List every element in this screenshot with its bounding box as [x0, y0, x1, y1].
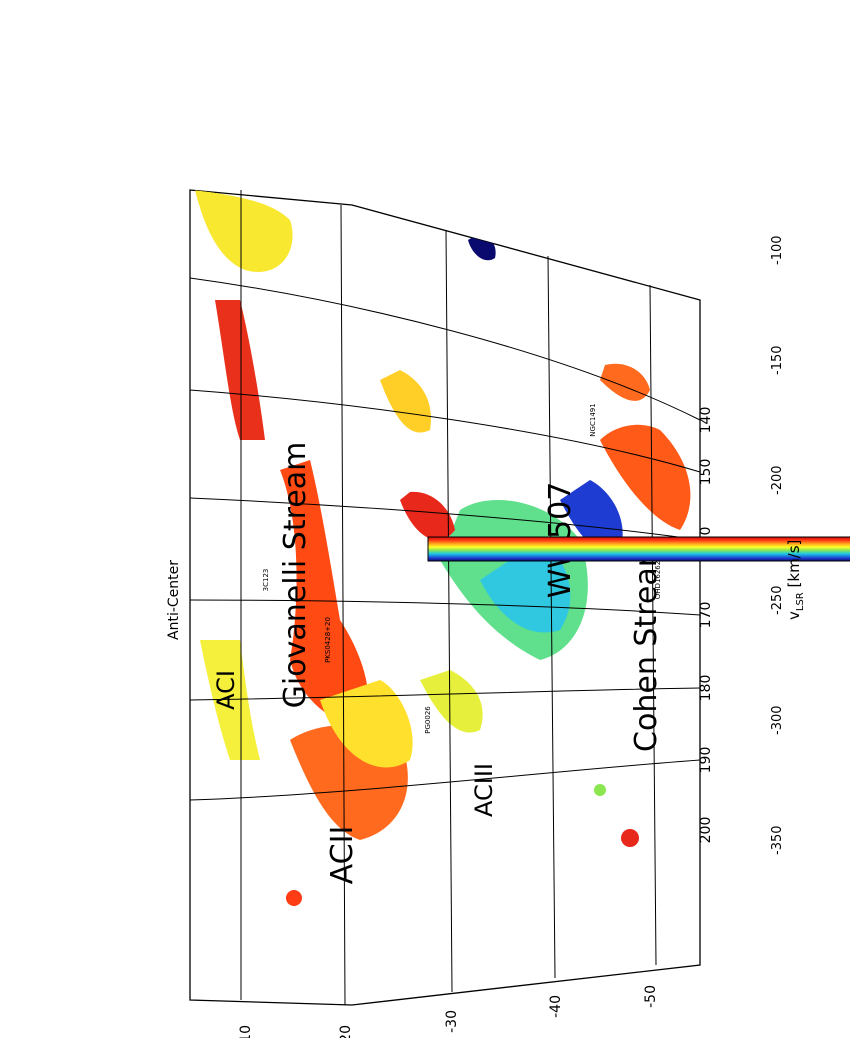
cloud-giovanelli: [280, 460, 369, 730]
cloud-center-cyan: [480, 540, 571, 633]
figure-title: Anti-Center: [166, 560, 182, 640]
cloud-cohen: [600, 424, 691, 530]
cloud-giovanelli-upper: [215, 300, 265, 440]
lat-label-m20: -20: [338, 1025, 354, 1038]
lon-label-170: 170: [698, 602, 714, 629]
cloud-top-yellow: [195, 190, 293, 272]
label-aciii: ACIII: [470, 763, 498, 817]
colorbar-gradient: [428, 537, 850, 561]
lon-label-150: 150: [698, 459, 714, 486]
cloud-aci: [200, 640, 260, 760]
cloud-ww507: [560, 480, 623, 553]
cloud-mid-yellow: [380, 370, 431, 433]
graticule: [189, 190, 701, 1006]
label-pks: PKS0428+20: [324, 617, 332, 663]
label-cohen: Cohen Stream: [629, 538, 664, 752]
cloud-lower-yellow: [420, 670, 483, 733]
lat-label-m30: -30: [444, 1010, 460, 1033]
region-labels: ACI ACII ACIII Giovanelli Stream WW507 C…: [212, 442, 664, 885]
lon-label-180: 180: [698, 675, 714, 702]
lat-tick-labels: -10 -20 -30 -40 -50: [238, 985, 659, 1038]
cloud-small-red-2: [286, 890, 302, 906]
cloud-right-orange: [600, 363, 650, 401]
label-pg: PG0026: [424, 706, 432, 734]
lat-label-m50: -50: [643, 985, 659, 1008]
map-frame: [189, 189, 701, 1006]
lat-label-m10: -10: [238, 1025, 254, 1038]
lon-label-140: 140: [698, 407, 714, 434]
lat-label-m40: -40: [548, 995, 564, 1018]
label-aci: ACI: [212, 670, 240, 710]
lon-label-200: 200: [698, 817, 714, 844]
cloud-small-green: [594, 784, 606, 796]
source-labels: 3C123 PKS0428+20 PG0026 OHD16262 NGC1491: [262, 403, 662, 733]
cloud-small-red: [621, 829, 639, 847]
colorbar-frame: [427, 536, 850, 562]
label-acii: ACII: [325, 826, 360, 885]
label-giovanelli: Giovanelli Stream: [278, 442, 313, 709]
velocity-colorbar: [427, 536, 850, 562]
cloud-mid-red: [400, 491, 455, 540]
lon-tick-labels: 140 150 160 170 180 190 200: [698, 407, 714, 844]
cloud-dark-blue: [468, 234, 496, 261]
label-3c123: 3C123: [262, 569, 270, 592]
lon-label-190: 190: [698, 747, 714, 774]
label-ng: NGC1491: [589, 403, 597, 436]
label-ohd: OHD16262: [654, 561, 662, 599]
